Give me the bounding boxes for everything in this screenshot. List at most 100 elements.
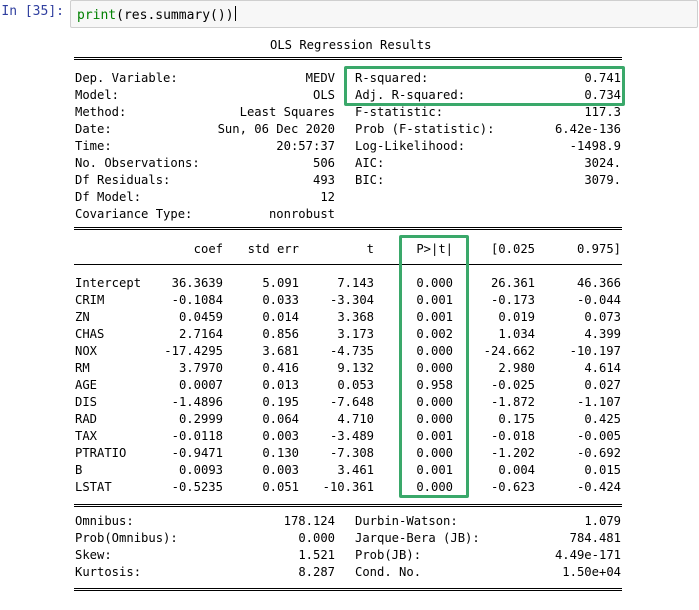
coef-cell: 4.710 [337, 412, 374, 426]
stat-value: 0.741 [584, 71, 621, 85]
coef-row-name: AGE [75, 378, 98, 392]
stat-value: 178.124 [283, 514, 335, 528]
coef-row-name: TAX [75, 429, 98, 443]
coef-cell: -0.692 [576, 446, 621, 460]
coef-cell: 26.361 [490, 276, 535, 290]
coef-cell: 0.175 [498, 412, 535, 426]
coef-cell: -1.202 [490, 446, 535, 460]
stat-label: Durbin-Watson: [355, 514, 458, 528]
stat-value: 3024. [584, 156, 621, 170]
stat-label: AIC: [355, 156, 385, 170]
coef-cell: 4.399 [584, 327, 621, 341]
coef-bottom-rule [74, 504, 622, 507]
stat-value: Least Squares [239, 105, 335, 119]
coef-cell: -0.025 [490, 378, 535, 392]
stat-label: F-statistic: [355, 105, 444, 119]
stat-value: 506 [312, 156, 335, 170]
cell-prompt: In [35]: [1, 4, 64, 19]
stat-label: Adj. R-squared: [355, 88, 466, 102]
coef-cell: 3.7970 [178, 361, 223, 375]
coef-cell: 0.000 [416, 480, 453, 494]
text-cursor [234, 6, 236, 21]
stat-label: Omnibus: [75, 514, 134, 528]
coef-cell: -7.308 [329, 446, 374, 460]
coef-cell: 3.368 [337, 310, 374, 324]
coef-cell: 0.0093 [178, 463, 223, 477]
stat-label: Dep. Variable: [75, 71, 178, 85]
code-cell[interactable]: print(res.summary()) [70, 0, 698, 28]
coef-cell: 0.000 [416, 344, 453, 358]
pvalue-highlight [399, 235, 469, 498]
stat-label: Prob(Omnibus): [75, 531, 178, 545]
coef-cell: 0.053 [337, 378, 374, 392]
coef-cell: 46.366 [576, 276, 621, 290]
stat-label: Jarque-Bera (JB): [355, 531, 480, 545]
stat-label: Skew: [75, 548, 112, 562]
stat-value: 0.734 [584, 88, 621, 102]
coef-cell: -0.018 [490, 429, 535, 443]
stat-label: BIC: [355, 173, 385, 187]
stat-value: 784.481 [569, 531, 621, 545]
top-rule [74, 57, 622, 60]
coef-column-header: std err [247, 242, 299, 256]
coef-row-name: PTRATIO [75, 446, 127, 460]
coef-cell: -0.173 [490, 293, 535, 307]
coef-cell: -0.1084 [171, 293, 223, 307]
coef-cell: 0.073 [584, 310, 621, 324]
coef-cell: 0.051 [262, 480, 299, 494]
coef-cell: 7.143 [337, 276, 374, 290]
stat-label: Df Residuals: [75, 173, 171, 187]
coef-cell: -3.304 [329, 293, 374, 307]
coef-cell: -0.623 [490, 480, 535, 494]
coef-cell: -0.044 [576, 293, 621, 307]
coef-cell: -0.0118 [171, 429, 223, 443]
stat-value: nonrobust [268, 207, 335, 221]
stat-label: Covariance Type: [75, 207, 193, 221]
coef-cell: 0.027 [584, 378, 621, 392]
coef-cell: 0.0007 [178, 378, 223, 392]
coef-cell: 0.000 [416, 446, 453, 460]
stat-value: 20:57:37 [276, 139, 335, 153]
stat-label: Model: [75, 88, 120, 102]
coef-cell: -10.361 [322, 480, 374, 494]
coef-cell: 0.003 [262, 429, 299, 443]
coef-cell: 9.132 [337, 361, 374, 375]
stat-label: No. Observations: [75, 156, 200, 170]
coef-cell: 0.001 [416, 429, 453, 443]
coef-cell: 0.001 [416, 463, 453, 477]
stat-value: 1.079 [584, 514, 621, 528]
stat-label: Prob(JB): [355, 548, 422, 562]
coef-cell: 0.416 [262, 361, 299, 375]
coef-column-header: 0.975] [576, 242, 621, 256]
coef-cell: 0.958 [416, 378, 453, 392]
coef-row-name: CRIM [75, 293, 105, 307]
coef-cell: 0.001 [416, 293, 453, 307]
code-function: print [77, 8, 117, 23]
coef-cell: 2.7164 [178, 327, 223, 341]
coef-cell: -10.197 [569, 344, 621, 358]
code-line[interactable]: print(res.summary()) [77, 6, 236, 23]
stat-label: R-squared: [355, 71, 429, 85]
coef-cell: -0.9471 [171, 446, 223, 460]
stat-value: 8.287 [298, 565, 335, 579]
stat-value: Sun, 06 Dec 2020 [217, 122, 335, 136]
stat-label: Df Model: [75, 190, 142, 204]
stat-label: Cond. No. [355, 565, 422, 579]
coef-row-name: B [75, 463, 83, 477]
coef-cell: 0.000 [416, 276, 453, 290]
coef-cell: -24.662 [483, 344, 535, 358]
coef-cell: 0.195 [262, 395, 299, 409]
end-rule [74, 588, 622, 591]
coef-row-name: RM [75, 361, 90, 375]
stat-value: -1498.9 [569, 139, 621, 153]
coef-row-name: NOX [75, 344, 98, 358]
stat-value: 117.3 [584, 105, 621, 119]
cell-output: OLS Regression Results Dep. Variable: MED… [70, 30, 699, 610]
header-rule [74, 264, 622, 265]
coef-cell: 0.003 [262, 463, 299, 477]
coef-row-name: RAD [75, 412, 98, 426]
stat-value: 4.49e-171 [554, 548, 621, 562]
stat-label: Method: [75, 105, 127, 119]
coef-cell: -0.424 [576, 480, 621, 494]
mid-rule [74, 227, 622, 230]
